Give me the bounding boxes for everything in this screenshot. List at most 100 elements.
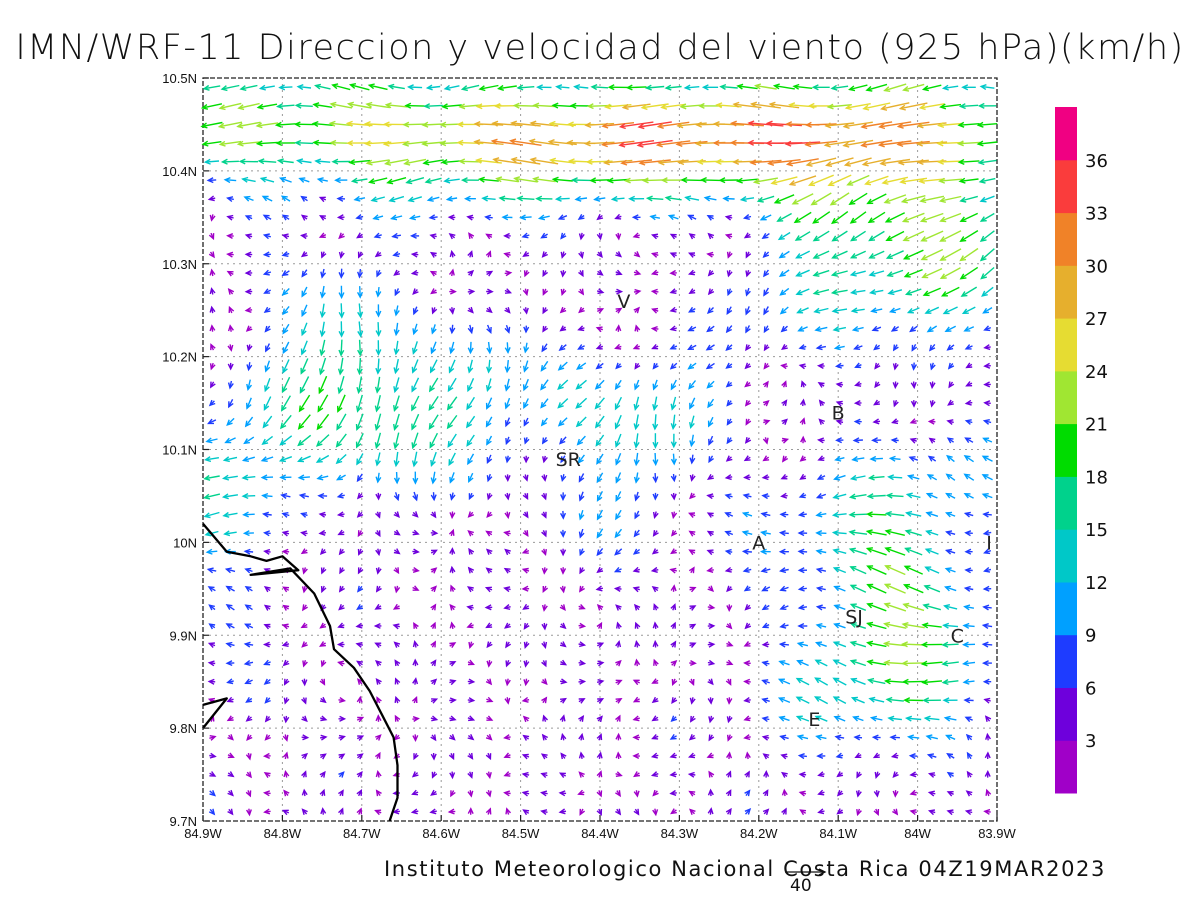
wind-vector bbox=[632, 734, 640, 741]
wind-vector bbox=[870, 307, 883, 314]
wind-vector bbox=[670, 548, 677, 555]
wind-vector bbox=[655, 140, 691, 148]
wind-vector bbox=[866, 511, 887, 518]
wind-vector bbox=[781, 380, 787, 388]
y-tick-label: 10.3N bbox=[162, 257, 197, 272]
wind-vector bbox=[632, 343, 640, 350]
wind-vector bbox=[559, 325, 567, 332]
wind-vector bbox=[669, 233, 677, 240]
wind-vector bbox=[226, 196, 234, 203]
wind-vector bbox=[468, 472, 474, 483]
wind-vector bbox=[614, 528, 623, 539]
wind-vector bbox=[300, 622, 308, 629]
wind-vector bbox=[927, 455, 937, 462]
wind-vector bbox=[356, 660, 363, 667]
wind-vector bbox=[943, 604, 958, 610]
wind-vector bbox=[741, 548, 752, 555]
wind-vector bbox=[874, 362, 881, 370]
wind-vector bbox=[963, 326, 975, 332]
wind-vector bbox=[963, 585, 974, 592]
wind-vector bbox=[505, 660, 512, 668]
wind-vector bbox=[338, 339, 345, 357]
wind-vector bbox=[779, 604, 789, 610]
wind-vector bbox=[412, 529, 420, 536]
wind-vector bbox=[941, 84, 959, 91]
wind-vector bbox=[261, 435, 274, 445]
wind-vector bbox=[944, 325, 957, 333]
wind-vector bbox=[607, 84, 628, 91]
wind-vector bbox=[263, 548, 271, 555]
wind-vector bbox=[799, 398, 806, 407]
wind-vector bbox=[259, 176, 275, 183]
wind-vector bbox=[449, 288, 457, 295]
wind-vector bbox=[334, 177, 348, 184]
wind-vector bbox=[615, 732, 622, 741]
wind-vector bbox=[670, 808, 677, 815]
wind-vector bbox=[226, 715, 234, 722]
wind-vector bbox=[311, 120, 333, 128]
wind-vector bbox=[282, 659, 290, 667]
wind-vector bbox=[522, 511, 529, 519]
wind-vector bbox=[301, 604, 308, 612]
wind-vector bbox=[301, 808, 308, 815]
wind-vector bbox=[772, 83, 795, 90]
wind-vector bbox=[761, 604, 770, 611]
wind-vector bbox=[356, 603, 364, 611]
wind-vector bbox=[754, 83, 777, 90]
wind-vector bbox=[209, 268, 216, 277]
wind-vector bbox=[356, 453, 364, 466]
wind-vector bbox=[394, 695, 401, 704]
wind-vector bbox=[559, 641, 567, 648]
wind-vector bbox=[337, 660, 345, 667]
wind-vector bbox=[208, 604, 216, 611]
wind-vector bbox=[595, 343, 604, 350]
wind-vector bbox=[832, 566, 847, 574]
wind-vector bbox=[633, 771, 640, 778]
wind-vector bbox=[320, 807, 327, 815]
wind-vector bbox=[467, 378, 475, 393]
wind-vector bbox=[301, 585, 308, 594]
y-tick-label: 9.7N bbox=[170, 814, 197, 829]
wind-vector bbox=[301, 322, 308, 337]
wind-vector bbox=[797, 326, 808, 332]
wind-vector bbox=[865, 547, 887, 556]
wind-vector bbox=[670, 603, 677, 611]
wind-vector bbox=[962, 622, 975, 629]
wind-vector bbox=[722, 195, 735, 202]
wind-vector bbox=[276, 158, 294, 165]
colorbar-swatch bbox=[1055, 687, 1077, 741]
wind-vector bbox=[593, 195, 606, 202]
wind-vector bbox=[670, 396, 677, 411]
wind-vector bbox=[388, 195, 405, 203]
wind-vector bbox=[300, 512, 308, 518]
wind-vector bbox=[449, 341, 455, 355]
wind-vector bbox=[911, 362, 918, 371]
wind-vector bbox=[908, 753, 918, 760]
wind-vector bbox=[374, 432, 382, 450]
wind-vector bbox=[393, 340, 400, 356]
wind-vector bbox=[486, 454, 493, 465]
wind-vector bbox=[394, 288, 401, 297]
wind-vector bbox=[832, 641, 847, 648]
wind-vector bbox=[411, 771, 419, 778]
wind-vector bbox=[706, 512, 714, 518]
wind-vector bbox=[761, 660, 770, 667]
wind-vector bbox=[944, 511, 956, 518]
wind-vector bbox=[208, 232, 215, 241]
wind-vector bbox=[656, 121, 690, 129]
colorbar-label: 18 bbox=[1085, 467, 1108, 488]
wind-vector bbox=[283, 697, 290, 705]
wind-vector bbox=[883, 583, 906, 594]
wind-vector bbox=[301, 715, 308, 723]
wind-vector bbox=[575, 397, 588, 409]
wind-vector bbox=[832, 326, 847, 332]
wind-vector bbox=[390, 214, 403, 221]
wind-vector bbox=[505, 436, 511, 446]
wind-vector bbox=[640, 103, 669, 111]
wind-vector bbox=[263, 530, 271, 537]
wind-vector bbox=[430, 511, 437, 519]
wind-vector bbox=[244, 416, 254, 428]
wind-vector bbox=[245, 752, 252, 761]
wind-vector bbox=[848, 493, 867, 500]
